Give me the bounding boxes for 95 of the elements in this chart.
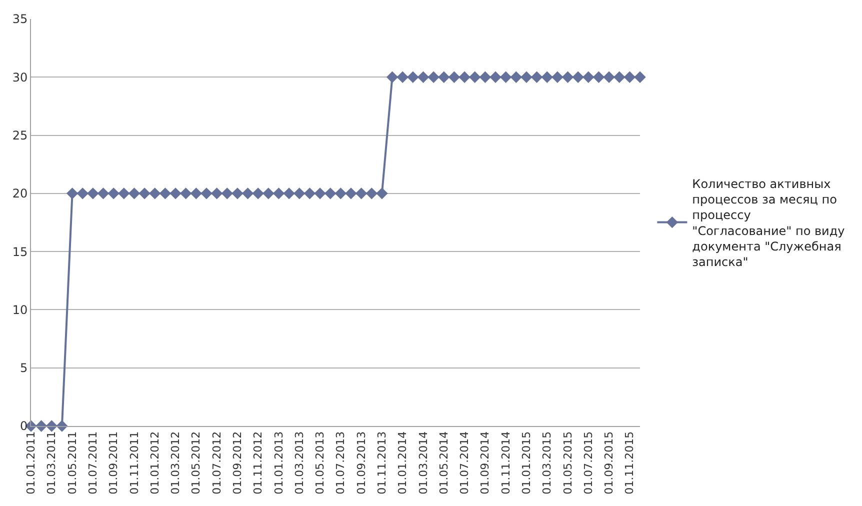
point	[190, 188, 202, 200]
point	[396, 71, 408, 83]
point	[634, 71, 646, 83]
point	[221, 188, 233, 200]
x-tick-label: 01.07.2013	[334, 431, 348, 494]
point	[262, 188, 274, 200]
x-tick-label: 01.03.2014	[416, 431, 430, 494]
y-tick-label: 15	[12, 244, 28, 259]
x-tick-label: 01.05.2014	[437, 431, 450, 494]
point	[592, 71, 605, 83]
x-tick-label: 01.11.2015	[623, 431, 636, 494]
point	[108, 188, 120, 200]
point	[614, 71, 626, 83]
x-tick-label: 01.05.2013	[314, 431, 327, 494]
point	[417, 71, 430, 83]
point	[562, 71, 574, 83]
x-tick-label: 01.05.2011	[66, 431, 79, 494]
point	[572, 71, 584, 83]
x-tick-label: 01.07.2014	[458, 431, 472, 494]
point	[479, 71, 492, 83]
x-tick-label: 01.09.2015	[602, 431, 616, 494]
y-tick-label: 30	[12, 70, 28, 84]
point	[469, 71, 481, 83]
point	[334, 188, 347, 200]
x-tick-label: 01.05.2012	[190, 431, 203, 494]
x-tick-label: 01.09.2011	[107, 431, 120, 494]
point	[345, 188, 357, 200]
point	[624, 71, 636, 83]
point	[603, 71, 615, 83]
point	[118, 188, 130, 200]
x-tick-label: 01.03.2013	[292, 431, 306, 494]
point	[458, 71, 470, 83]
point	[500, 71, 512, 83]
point	[128, 188, 140, 200]
point	[428, 71, 440, 83]
point	[314, 188, 326, 200]
point	[170, 188, 182, 200]
point	[76, 188, 88, 200]
x-tick-label: 01.09.2014	[478, 431, 492, 494]
point	[386, 71, 398, 83]
x-tick-label: 01.03.2012	[169, 431, 182, 494]
x-tick-label: 01.01.2012	[148, 431, 162, 494]
point	[510, 71, 522, 83]
point	[407, 71, 419, 83]
x-tick-label: 01.09.2012	[231, 431, 244, 494]
point	[490, 71, 502, 83]
point	[272, 188, 285, 200]
x-tick-label: 01.11.2011	[128, 431, 141, 494]
point	[520, 71, 532, 83]
point	[366, 188, 378, 200]
point	[448, 71, 460, 83]
point	[304, 188, 316, 200]
x-tick-label: 01.01.2011	[24, 431, 38, 494]
x-tick-label: 01.01.2015	[520, 431, 534, 494]
y-tick-label: 5	[20, 361, 28, 376]
x-tick-label: 01.03.2011	[45, 431, 58, 494]
x-tick-label: 01.07.2011	[86, 431, 100, 494]
point	[294, 188, 306, 200]
x-tick-label: 01.11.2013	[376, 431, 389, 494]
x-tick-label: 01.05.2015	[561, 431, 574, 494]
point	[159, 188, 172, 200]
x-tick-label: 01.11.2012	[252, 431, 265, 494]
point	[283, 188, 295, 200]
point	[97, 188, 110, 200]
point	[252, 188, 264, 200]
point	[138, 188, 150, 200]
point	[242, 188, 254, 200]
point	[210, 188, 223, 200]
y-tick-label: 35	[12, 12, 28, 26]
point	[149, 188, 161, 200]
point	[180, 188, 192, 200]
y-tick-label: 20	[12, 186, 28, 201]
x-tick-label: 01.07.2012	[210, 431, 224, 494]
x-tick-label: 01.03.2015	[540, 431, 554, 494]
point	[66, 188, 78, 200]
y-tick-label: 25	[12, 128, 28, 142]
x-tick-label: 01.07.2015	[582, 431, 595, 494]
point	[376, 188, 388, 200]
point	[530, 71, 543, 83]
point	[232, 188, 244, 200]
point	[438, 71, 450, 83]
x-tick-label: 01.09.2013	[354, 431, 368, 494]
point	[541, 71, 553, 83]
x-tick-label: 01.01.2013	[272, 431, 286, 494]
point	[355, 188, 368, 200]
point	[552, 71, 564, 83]
point	[324, 188, 336, 200]
point	[582, 71, 594, 83]
y-tick-label: 0	[20, 419, 28, 434]
x-tick-label: 01.11.2014	[499, 431, 512, 494]
point	[200, 188, 212, 200]
y-tick-label: 10	[12, 302, 28, 317]
point	[87, 188, 99, 200]
legend-label: Количество активных процессов за месяц по процессу "Согласование" по виду документа "Служебная записка"	[692, 176, 845, 269]
x-tick-label: 01.01.2014	[396, 431, 410, 494]
